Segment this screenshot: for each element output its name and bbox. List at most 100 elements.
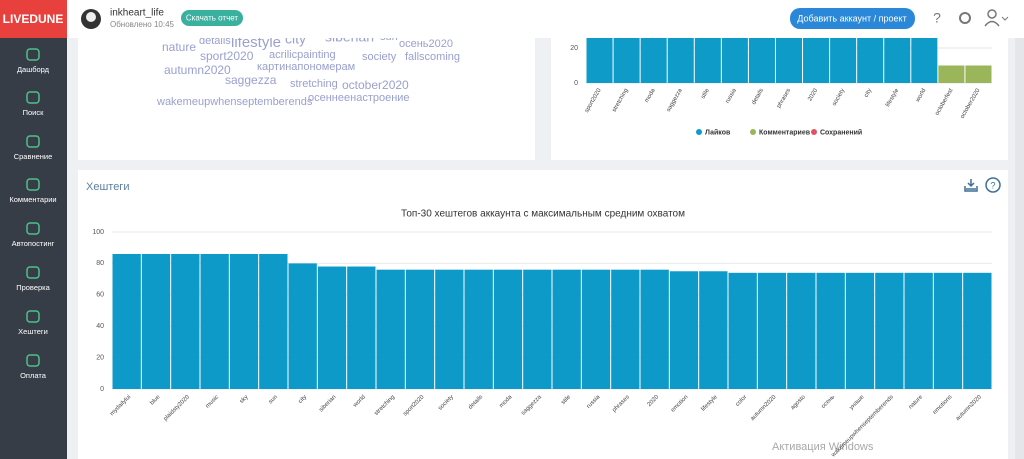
settings-icon[interactable] — [959, 12, 971, 24]
bar-segment — [721, 38, 748, 83]
menu-icon — [26, 222, 40, 235]
cloud-word[interactable]: картинапономерам — [257, 61, 355, 73]
legend-marker — [696, 129, 702, 135]
cloud-word[interactable]: осеннеенастроение — [308, 92, 410, 104]
bar[interactable] — [611, 269, 640, 389]
y-tick-label: 80 — [96, 260, 104, 267]
menu-item[interactable]: Дашборд — [17, 65, 50, 74]
bar-segment — [830, 38, 857, 83]
bar[interactable] — [376, 269, 405, 389]
bar-segment — [775, 38, 803, 83]
x-tick-label: sky — [239, 394, 250, 405]
bar[interactable] — [259, 253, 288, 389]
bar[interactable] — [640, 269, 669, 389]
x-tick-label: stile — [700, 87, 711, 100]
bar[interactable] — [669, 271, 699, 389]
bar[interactable] — [552, 269, 581, 389]
cloud-word[interactable]: sport2020 — [200, 49, 254, 63]
bar-segment — [884, 38, 911, 83]
cloud-word[interactable]: nature — [162, 40, 196, 54]
bar[interactable] — [699, 271, 728, 389]
bar[interactable] — [229, 253, 259, 389]
bar-segment — [640, 38, 667, 83]
x-tick-label: city — [864, 88, 874, 99]
add-button-label[interactable]: Добавить аккаунт / проект — [797, 13, 906, 23]
menu-icon — [26, 354, 40, 367]
legend-label[interactable]: Лайков — [705, 128, 731, 136]
bar[interactable] — [787, 272, 816, 389]
bar[interactable] — [493, 269, 523, 389]
bar[interactable] — [757, 272, 787, 389]
menu-item[interactable]: Проверка — [16, 283, 50, 292]
cloud-word[interactable]: autumn2020 — [164, 63, 231, 77]
bar[interactable] — [347, 266, 376, 389]
cloud-word[interactable]: lifestyle — [231, 34, 281, 51]
legend-label[interactable]: Сохранений — [820, 128, 862, 136]
bar[interactable] — [200, 253, 229, 389]
help-icon[interactable]: ? — [985, 177, 1001, 193]
username[interactable]: inkheart_life — [110, 8, 164, 19]
bar[interactable] — [581, 269, 611, 389]
bar[interactable] — [816, 272, 845, 389]
download-icon[interactable] — [964, 179, 978, 192]
bar[interactable] — [845, 272, 875, 389]
bar[interactable] — [288, 263, 317, 389]
cloud-word[interactable]: siberian — [325, 29, 374, 45]
menu-icon — [26, 310, 40, 323]
bar[interactable] — [963, 272, 992, 389]
logo[interactable]: LIVEDUNE — [3, 12, 64, 26]
report-button-label[interactable]: Скачать отчет — [186, 14, 239, 23]
x-tick-label: sun — [268, 394, 279, 405]
cloud-word[interactable]: sun — [380, 31, 398, 43]
legend-label[interactable]: Комментариев — [759, 129, 811, 136]
legend-marker — [750, 129, 756, 135]
svg-text:?: ? — [990, 180, 995, 190]
help-icon[interactable]: ? — [933, 10, 941, 26]
menu-item[interactable]: Хештеги — [18, 327, 48, 336]
bar-segment — [938, 65, 965, 83]
menu-item[interactable]: Оплата — [20, 371, 47, 380]
menu-icon — [26, 178, 40, 191]
bar[interactable] — [317, 266, 347, 389]
y-tick-label: 100 — [92, 229, 104, 236]
cloud-word[interactable]: осень2020 — [399, 38, 453, 50]
menu-item[interactable]: Сравнение — [14, 152, 53, 161]
cloud-word[interactable]: october2020 — [342, 78, 409, 92]
bar[interactable] — [171, 253, 200, 389]
y-tick-label: 0 — [574, 80, 578, 87]
bar-segment — [694, 38, 721, 83]
bar[interactable] — [112, 253, 141, 389]
cloud-word[interactable]: society — [362, 51, 397, 63]
user-icon[interactable] — [984, 9, 1009, 27]
cloud-word[interactable]: details — [199, 35, 231, 47]
bar-segment — [911, 38, 938, 83]
bar-segment — [965, 65, 992, 83]
bar[interactable] — [464, 269, 493, 389]
bar[interactable] — [435, 269, 464, 389]
menu-item[interactable]: Автопостинг — [12, 239, 55, 248]
y-tick-label: 0 — [100, 386, 104, 393]
cloud-word[interactable]: fallscoming — [405, 51, 460, 63]
menu-icon — [26, 266, 40, 279]
updated: Обновлено 10:45 — [110, 20, 175, 29]
bar[interactable] — [904, 272, 933, 389]
bar[interactable] — [728, 272, 757, 389]
report-button[interactable] — [181, 10, 243, 26]
cloud-word[interactable]: stretching — [290, 78, 338, 90]
bar[interactable] — [141, 253, 171, 389]
add-button[interactable] — [790, 8, 915, 29]
bar[interactable] — [405, 269, 435, 389]
bar[interactable] — [875, 272, 904, 389]
cloud-word[interactable]: acrilicpainting — [269, 49, 336, 61]
bar[interactable] — [933, 272, 963, 389]
bar[interactable] — [523, 269, 552, 389]
menu-icon — [26, 135, 40, 148]
menu-item[interactable]: Комментарии — [9, 195, 56, 204]
cloud-word[interactable]: saggezza — [225, 73, 277, 87]
cloud-word[interactable]: wakemeupwhenseptemberends — [156, 96, 313, 108]
menu-item[interactable]: Поиск — [23, 108, 45, 117]
cloud-word[interactable]: city — [285, 31, 306, 47]
cloud-card — [78, 30, 535, 160]
